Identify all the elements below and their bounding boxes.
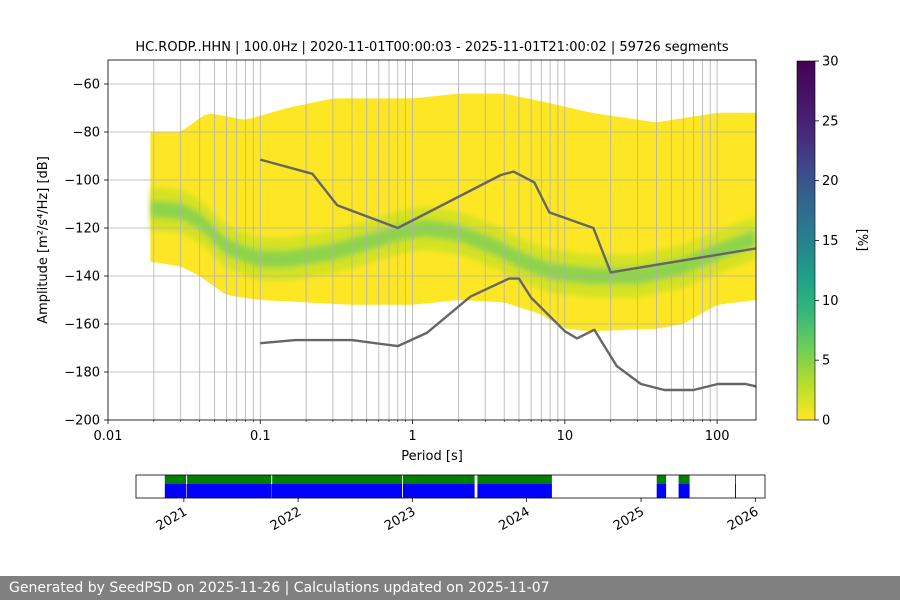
data-coverage-bar	[186, 484, 272, 498]
colorbar-tick-label: 25	[822, 114, 839, 129]
density-heatmap	[150, 93, 756, 332]
colorbar-ticks: 0 5 10 15 20 25 30	[815, 55, 839, 429]
x-tick-label: 1	[408, 429, 416, 444]
psd-coverage-bar	[678, 475, 690, 484]
year-tick-label: 2023	[382, 504, 418, 534]
data-coverage-bar	[164, 484, 187, 498]
colorbar: 0 5 10 15 20 25 30 [%]	[796, 55, 869, 429]
data-coverage-bar	[402, 484, 475, 498]
data-coverage-bar	[656, 484, 667, 498]
psd-coverage-bar	[164, 475, 187, 484]
plot-area: 0.01 0.1 1 10 100 −60 −80 −100 −120 −140 −160 −180…	[64, 59, 757, 444]
psd-gap	[186, 475, 188, 484]
psd-coverage-bar	[186, 475, 272, 484]
x-tick-label: 10	[557, 429, 574, 444]
y-tick-label: −60	[73, 78, 100, 93]
x-tick-label: 100	[705, 429, 730, 444]
x-tick-label: 0.1	[250, 429, 271, 444]
psd-coverage-bar	[477, 475, 552, 484]
colorbar-tick-label: 15	[822, 234, 839, 249]
data-coverage-bar	[477, 484, 552, 498]
year-tick-label: 2026	[725, 504, 761, 534]
colorbar-tick-label: 5	[822, 354, 830, 369]
colorbar-tick-label: 10	[822, 294, 839, 309]
y-tick-label: −120	[64, 222, 100, 237]
chart-title: HC.RODP..HHN | 100.0Hz | 2020-11-01T00:0…	[135, 40, 729, 55]
grid-lines	[108, 60, 756, 420]
colorbar-tick-label: 20	[822, 174, 839, 189]
x-tick-label: 0.01	[94, 429, 123, 444]
colorbar-label: [%]	[854, 229, 869, 252]
year-tick-label: 2024	[496, 504, 532, 534]
density-band-core	[150, 200, 756, 285]
density-mode-band	[150, 187, 756, 298]
y-tick-label: −180	[64, 366, 100, 381]
psd-coverage-bar	[402, 475, 475, 484]
psd-gap	[271, 475, 273, 484]
y-tick-label: −160	[64, 318, 100, 333]
curve-nlnm	[260, 277, 756, 392]
plot-frame	[107, 59, 757, 421]
colorbar-tick-label: 30	[822, 55, 839, 70]
availability-year-ticks: 2021 2022 2023 2024 2025 2026	[154, 498, 761, 534]
footer-text: Generated by SeedPSD on 2025-11-26 | Cal…	[9, 580, 550, 596]
y-tick-label: −200	[64, 414, 100, 429]
year-tick-label: 2021	[154, 504, 190, 534]
y-tick-label: −140	[64, 270, 100, 285]
psd-coverage-bar	[271, 475, 402, 484]
availability-bars	[164, 475, 736, 498]
y-axis-label: Amplitude [m²/s⁴/Hz] [dB]	[36, 156, 51, 324]
year-tick-label: 2025	[611, 504, 647, 534]
availability-timeline: 2021 2022 2023 2024 2025 2026	[135, 474, 766, 534]
colorbar-gradient	[796, 60, 816, 421]
psd-figure: HC.RODP..HHN | 100.0Hz | 2020-11-01T00:0…	[36, 40, 869, 534]
data-coverage-bar	[271, 484, 402, 498]
y-axis-ticks: −60 −80 −100 −120 −140 −160 −180 −200	[64, 78, 108, 429]
psd-coverage-bar	[656, 475, 667, 484]
x-axis-label: Period [s]	[401, 449, 463, 464]
footer-bar: Generated by SeedPSD on 2025-11-26 | Cal…	[0, 576, 900, 600]
y-tick-label: −80	[73, 126, 100, 141]
data-coverage-bar	[735, 484, 736, 498]
data-coverage-bar	[678, 484, 690, 498]
y-tick-label: −100	[64, 174, 100, 189]
noise-model-curves	[259, 158, 756, 392]
psd-coverage-bar	[735, 475, 736, 484]
year-tick-label: 2022	[268, 504, 304, 534]
availability-frame	[135, 474, 766, 499]
curve-nhnm	[259, 158, 756, 274]
colorbar-tick-label: 0	[822, 414, 830, 429]
x-axis-ticks: 0.01 0.1 1 10 100	[94, 420, 730, 444]
